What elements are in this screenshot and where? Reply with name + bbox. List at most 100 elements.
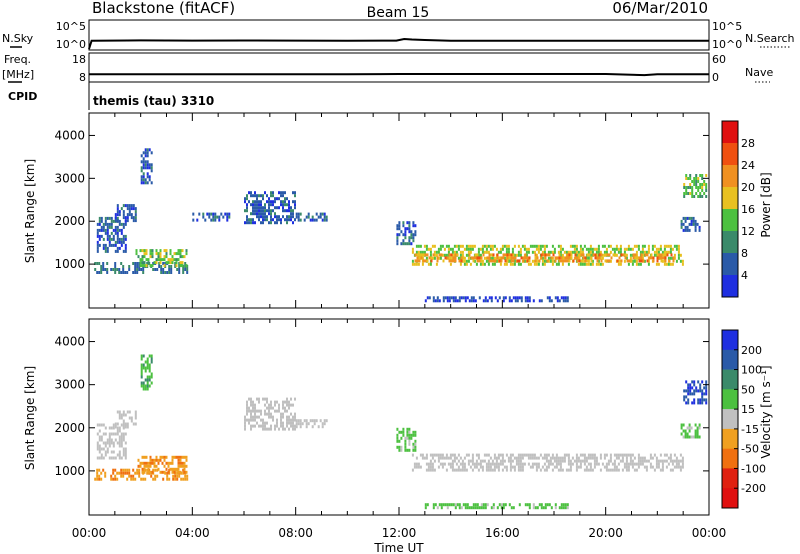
heat-cell: [396, 436, 399, 440]
heat-cell: [116, 240, 119, 244]
heat-cell: [266, 209, 268, 213]
heat-cell: [408, 433, 411, 437]
heat-cell: [698, 228, 701, 232]
heat-cell: [294, 415, 296, 419]
heat-cell: [104, 216, 107, 220]
heat-cell: [495, 465, 498, 469]
heat-cell: [474, 503, 477, 507]
heat-cell: [701, 389, 704, 393]
heat-cell: [153, 261, 156, 265]
heat-cell: [149, 464, 152, 468]
heat-cell: [264, 427, 266, 431]
heat-cell: [545, 465, 548, 469]
heat-cell: [98, 234, 101, 238]
heat-cell: [571, 250, 574, 254]
heat-cell: [675, 259, 678, 263]
heat-cell: [216, 215, 219, 219]
heat-cell: [114, 474, 117, 478]
heat-cell: [252, 206, 254, 210]
heat-cell: [100, 456, 103, 460]
heat-cell: [171, 458, 174, 462]
heat-cell: [599, 453, 602, 457]
heat-cell: [185, 264, 188, 268]
heat-cell: [146, 378, 149, 382]
heat-cell: [415, 244, 418, 248]
heat-cell: [250, 221, 252, 225]
heat-cell: [280, 218, 282, 222]
heat-cell: [651, 456, 654, 460]
heat-cell: [553, 459, 556, 463]
colorbar-swatch: [722, 275, 738, 298]
heat-cell: [665, 453, 668, 457]
heat-cell: [246, 409, 248, 413]
heat-cell: [452, 259, 455, 263]
heat-cell: [481, 262, 484, 266]
heat-cell: [132, 474, 135, 478]
heat-cell: [112, 468, 115, 472]
heat-cell: [139, 261, 142, 265]
heat-cell: [501, 244, 504, 248]
heat-cell: [112, 477, 115, 481]
heat-cell: [439, 456, 442, 460]
heat-cell: [585, 247, 588, 251]
heat-cell: [641, 250, 644, 254]
heat-cell: [694, 432, 697, 436]
heat-cell: [118, 453, 121, 457]
heat-cell: [417, 462, 420, 466]
heat-cell: [148, 175, 151, 179]
heat-cell: [437, 465, 440, 469]
heat-cell: [499, 262, 502, 266]
heat-cell: [623, 247, 626, 251]
heat-cell: [705, 392, 708, 396]
heat-cell: [482, 299, 485, 303]
heat-cell: [457, 244, 460, 248]
heat-cell: [248, 406, 250, 410]
heat-cell: [122, 213, 125, 217]
heat-cell: [250, 218, 252, 222]
heat-cell: [496, 299, 499, 303]
heat-cell: [124, 249, 127, 253]
heat-cell: [429, 465, 432, 469]
x-tick-label: 08:00: [278, 526, 313, 540]
heat-cell: [317, 215, 320, 219]
heat-cell: [583, 456, 586, 460]
heat-cell: [488, 296, 491, 300]
heat-cell: [490, 253, 493, 257]
heat-cell: [479, 262, 482, 266]
heat-cell: [593, 453, 596, 457]
heat-cell: [262, 206, 264, 210]
heat-cell: [586, 253, 589, 257]
heat-cell: [142, 172, 145, 176]
heat-cell: [112, 450, 115, 454]
heat-cell: [655, 456, 658, 460]
heat-cell: [688, 216, 691, 220]
heat-cell: [445, 253, 448, 257]
heat-cell: [323, 422, 326, 426]
heat-cell: [643, 459, 646, 463]
heat-cell: [671, 468, 674, 472]
heat-cell: [427, 468, 430, 472]
x-tick-label: 00:00: [692, 526, 727, 540]
heat-cell: [432, 506, 435, 510]
heat-cell: [515, 459, 518, 463]
heat-cell: [144, 163, 147, 167]
heat-cell: [449, 247, 452, 251]
heat-cell: [600, 259, 603, 263]
heat-cell: [266, 397, 268, 401]
heat-cell: [398, 439, 401, 443]
heat-cell: [186, 474, 189, 478]
heat-cell: [141, 455, 144, 459]
heat-cell: [172, 477, 175, 481]
heat-cell: [625, 256, 628, 260]
heat-cell: [278, 406, 280, 410]
heat-cell: [545, 244, 548, 248]
heat-cell: [151, 461, 154, 465]
heat-cell: [698, 426, 701, 430]
heat-cell: [96, 262, 99, 265]
y-tick-label: 1000: [54, 464, 85, 478]
heat-cell: [527, 462, 530, 466]
heat-cell: [455, 250, 458, 254]
heat-cell: [260, 409, 262, 413]
heat-cell: [412, 239, 415, 243]
